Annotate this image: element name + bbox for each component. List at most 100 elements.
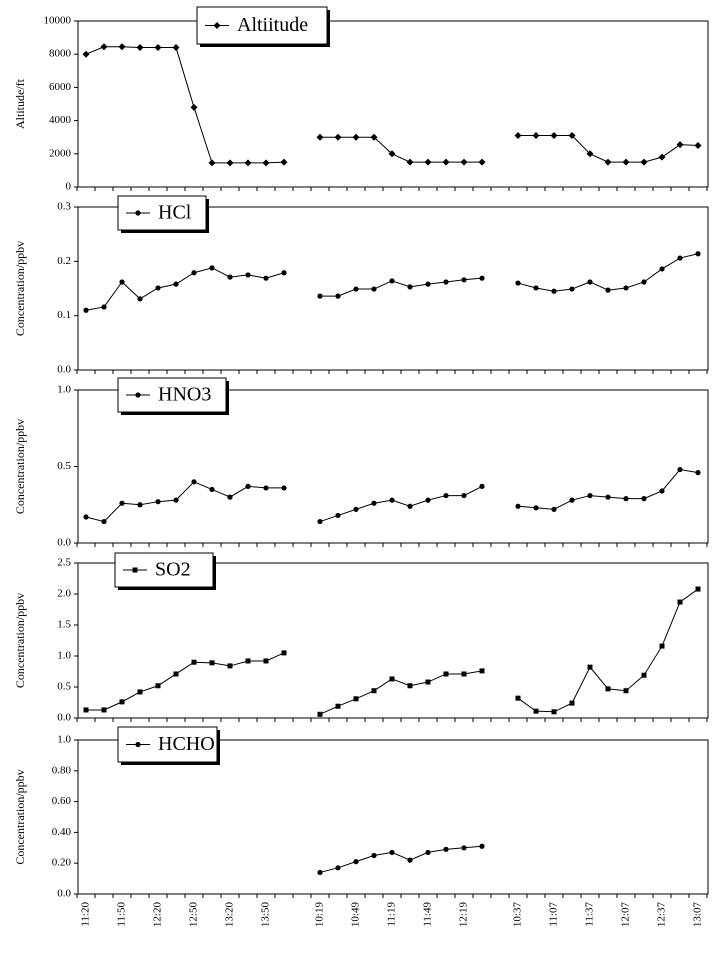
data-point <box>335 293 341 299</box>
data-point <box>388 150 396 158</box>
y-tick-label: 1.0 <box>57 650 71 662</box>
legend-marker <box>135 741 141 748</box>
data-point <box>317 711 323 717</box>
data-point <box>551 288 557 294</box>
x-tick-label: 12:37 <box>656 902 668 928</box>
data-point <box>335 512 341 519</box>
x-tick-label: 11:19 <box>386 902 398 927</box>
data-point <box>640 158 648 166</box>
data-point <box>389 278 395 284</box>
y-axis-label: Concentration/ppbv <box>13 593 27 688</box>
data-point <box>461 277 467 283</box>
y-tick-label: 2.0 <box>57 588 71 600</box>
data-point <box>479 668 485 674</box>
data-point <box>406 158 414 166</box>
plot-frame <box>77 206 709 371</box>
data-point <box>101 707 107 713</box>
x-tick-label: 12:50 <box>188 902 200 928</box>
data-point <box>389 497 395 503</box>
data-point <box>461 492 467 499</box>
data-point <box>443 492 449 499</box>
data-point <box>281 650 287 656</box>
data-point <box>478 158 486 166</box>
series-line <box>85 46 699 164</box>
data-point <box>443 671 449 677</box>
data-point <box>407 857 413 863</box>
data-point <box>461 671 467 677</box>
x-tick-label: 10:19 <box>314 902 326 928</box>
x-tick-label: 10:49 <box>350 902 362 928</box>
data-point <box>208 159 216 167</box>
data-point <box>371 500 377 506</box>
data-point <box>533 708 539 714</box>
data-point <box>154 44 162 52</box>
y-tick-label: 0 <box>66 181 72 193</box>
legend-marker <box>213 22 221 29</box>
data-point <box>353 286 359 292</box>
data-point <box>676 141 684 149</box>
legend-label: HCHO <box>158 733 215 755</box>
data-point <box>353 506 359 512</box>
data-point <box>695 586 701 592</box>
data-point <box>479 275 485 281</box>
x-tick-label: 13:50 <box>260 902 272 928</box>
legend-label: HCl <box>158 202 192 224</box>
data-point <box>443 279 449 285</box>
data-point <box>155 499 161 505</box>
data-point <box>173 497 179 503</box>
data-point <box>443 846 449 852</box>
data-point <box>425 849 431 856</box>
data-point <box>461 845 467 851</box>
y-tick-label: 0.0 <box>57 364 71 376</box>
data-point <box>568 132 576 140</box>
y-tick-label: 10000 <box>44 15 72 27</box>
data-point <box>425 679 431 685</box>
data-point <box>659 488 665 494</box>
x-tick-label: 12:07 <box>620 902 632 928</box>
data-point <box>119 699 125 705</box>
data-point <box>353 859 359 865</box>
y-tick-label: 4000 <box>49 114 72 126</box>
data-point <box>425 497 431 503</box>
data-point <box>460 158 468 166</box>
data-point <box>100 43 108 51</box>
data-point <box>659 643 665 649</box>
x-tick-label: 11:20 <box>80 902 92 927</box>
x-tick-label: 10:37 <box>512 902 524 928</box>
y-tick-label: 0.40 <box>52 826 72 838</box>
data-point <box>83 307 89 313</box>
data-point <box>101 304 107 310</box>
data-point <box>623 688 629 694</box>
y-axis-label: Concentration/ppbv <box>13 769 27 864</box>
data-point <box>407 683 413 689</box>
data-point <box>244 159 252 167</box>
data-point <box>280 158 288 166</box>
x-tick-label: 13:20 <box>224 902 236 928</box>
data-point <box>622 158 630 166</box>
data-point <box>623 496 629 502</box>
data-point <box>82 50 90 58</box>
data-point <box>551 709 557 715</box>
legend-marker <box>132 567 138 573</box>
data-point <box>226 159 234 167</box>
data-point <box>263 485 269 491</box>
legend-label: Altiitude <box>237 14 308 36</box>
data-point <box>281 270 287 276</box>
x-tick-label: 12:19 <box>458 902 470 928</box>
data-point <box>641 496 647 502</box>
data-point <box>514 132 522 140</box>
data-point <box>119 279 125 285</box>
data-point <box>316 133 324 141</box>
data-point <box>587 279 593 285</box>
data-point <box>515 280 521 286</box>
y-tick-label: 0.2 <box>57 255 71 267</box>
data-point <box>119 500 125 506</box>
data-point <box>172 44 180 52</box>
data-point <box>101 518 107 525</box>
data-point <box>604 158 612 166</box>
data-point <box>623 285 629 291</box>
data-point <box>515 695 521 701</box>
data-point <box>371 286 377 292</box>
data-point <box>245 658 251 664</box>
